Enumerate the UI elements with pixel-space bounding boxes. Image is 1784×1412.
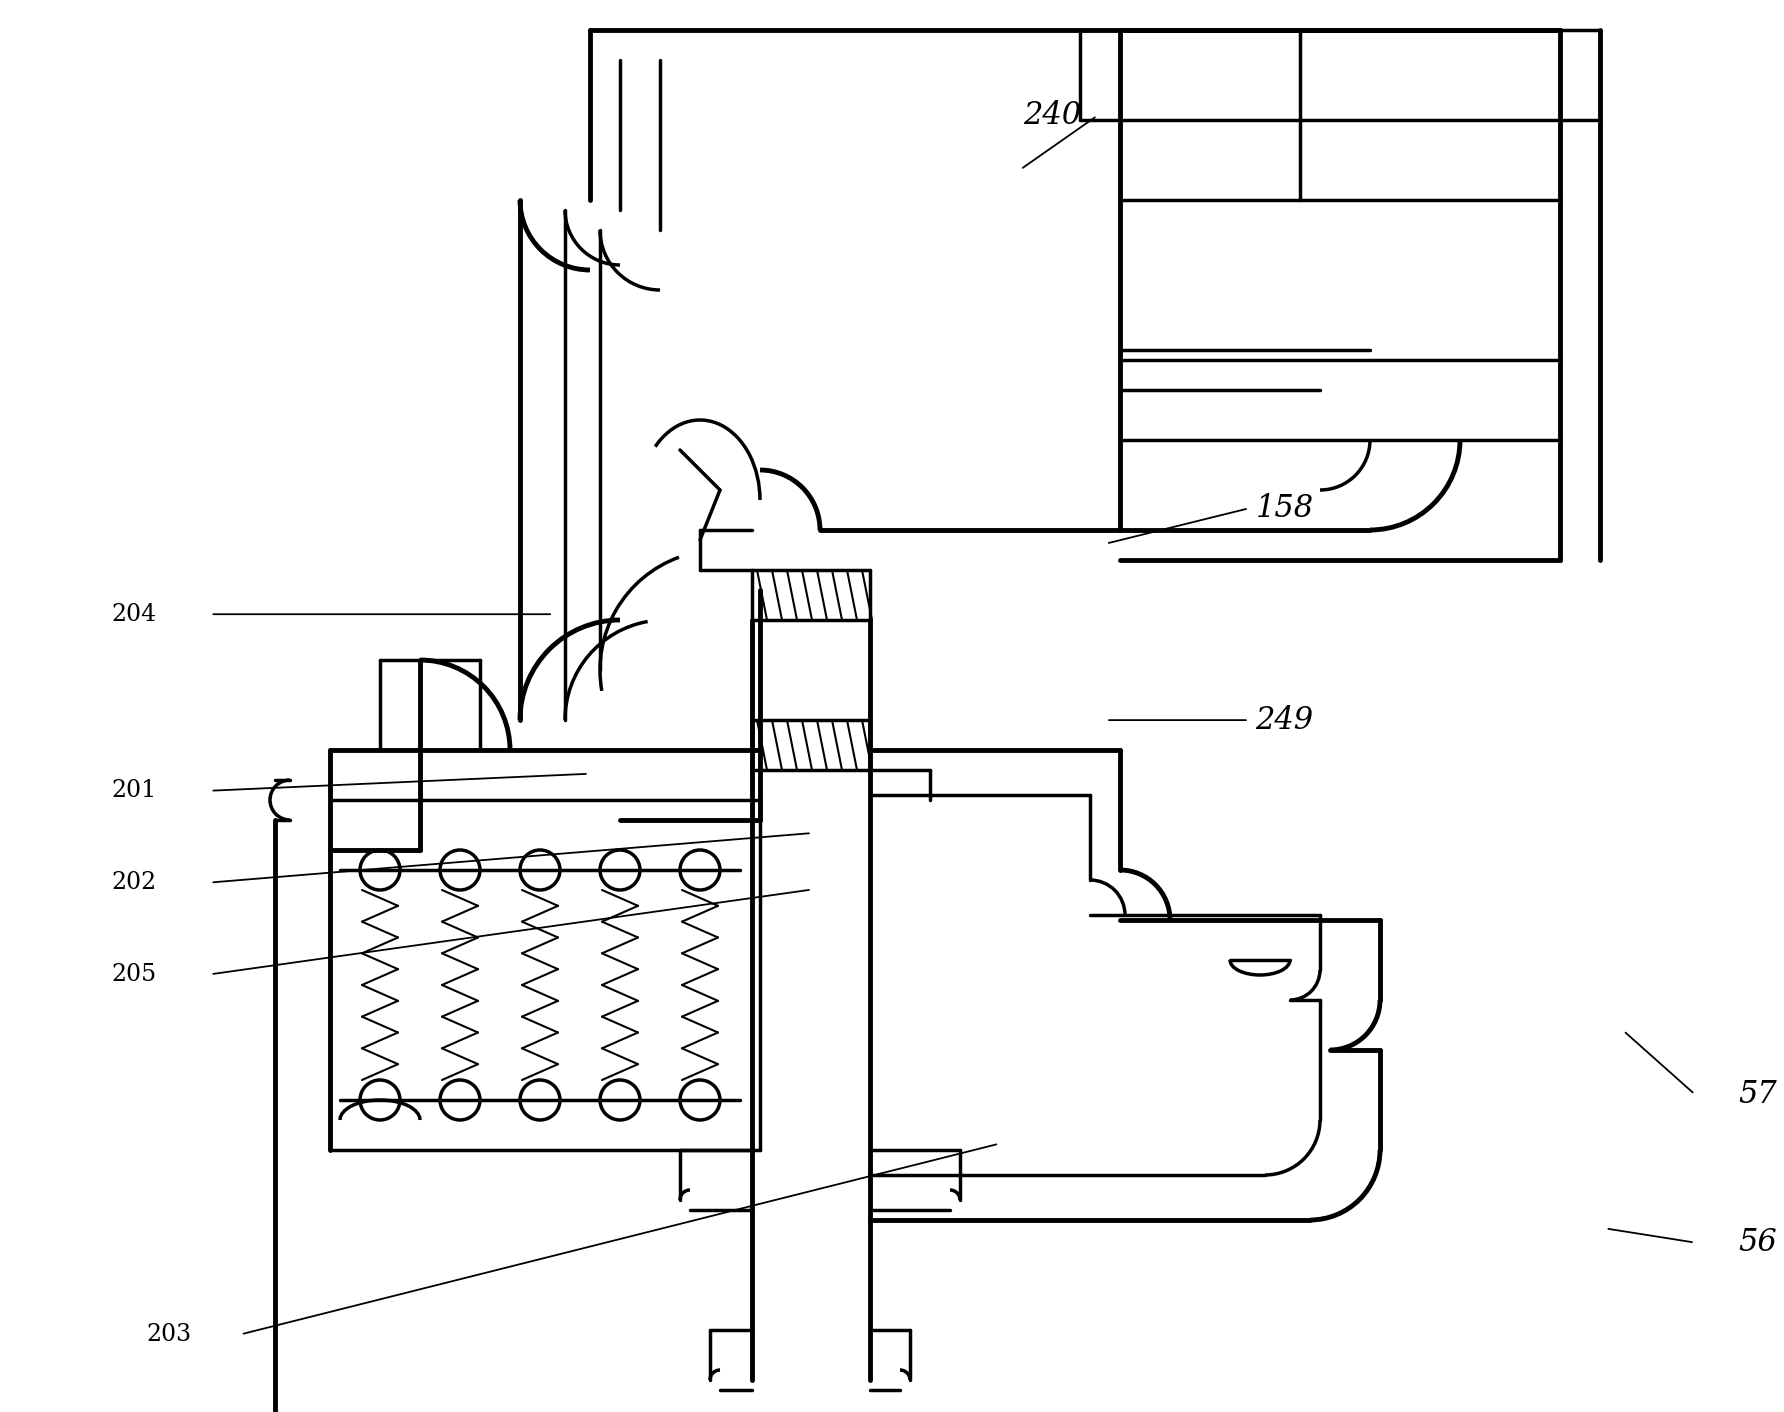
Text: 240: 240 (1024, 100, 1081, 131)
Text: 201: 201 (111, 779, 157, 802)
Text: 57: 57 (1738, 1079, 1777, 1110)
Text: 158: 158 (1256, 493, 1313, 524)
Text: 204: 204 (111, 603, 157, 626)
Text: 205: 205 (111, 963, 157, 986)
Text: 249: 249 (1256, 705, 1313, 736)
Text: 56: 56 (1738, 1227, 1777, 1258)
Text: 203: 203 (146, 1323, 193, 1346)
Text: 202: 202 (111, 871, 157, 894)
